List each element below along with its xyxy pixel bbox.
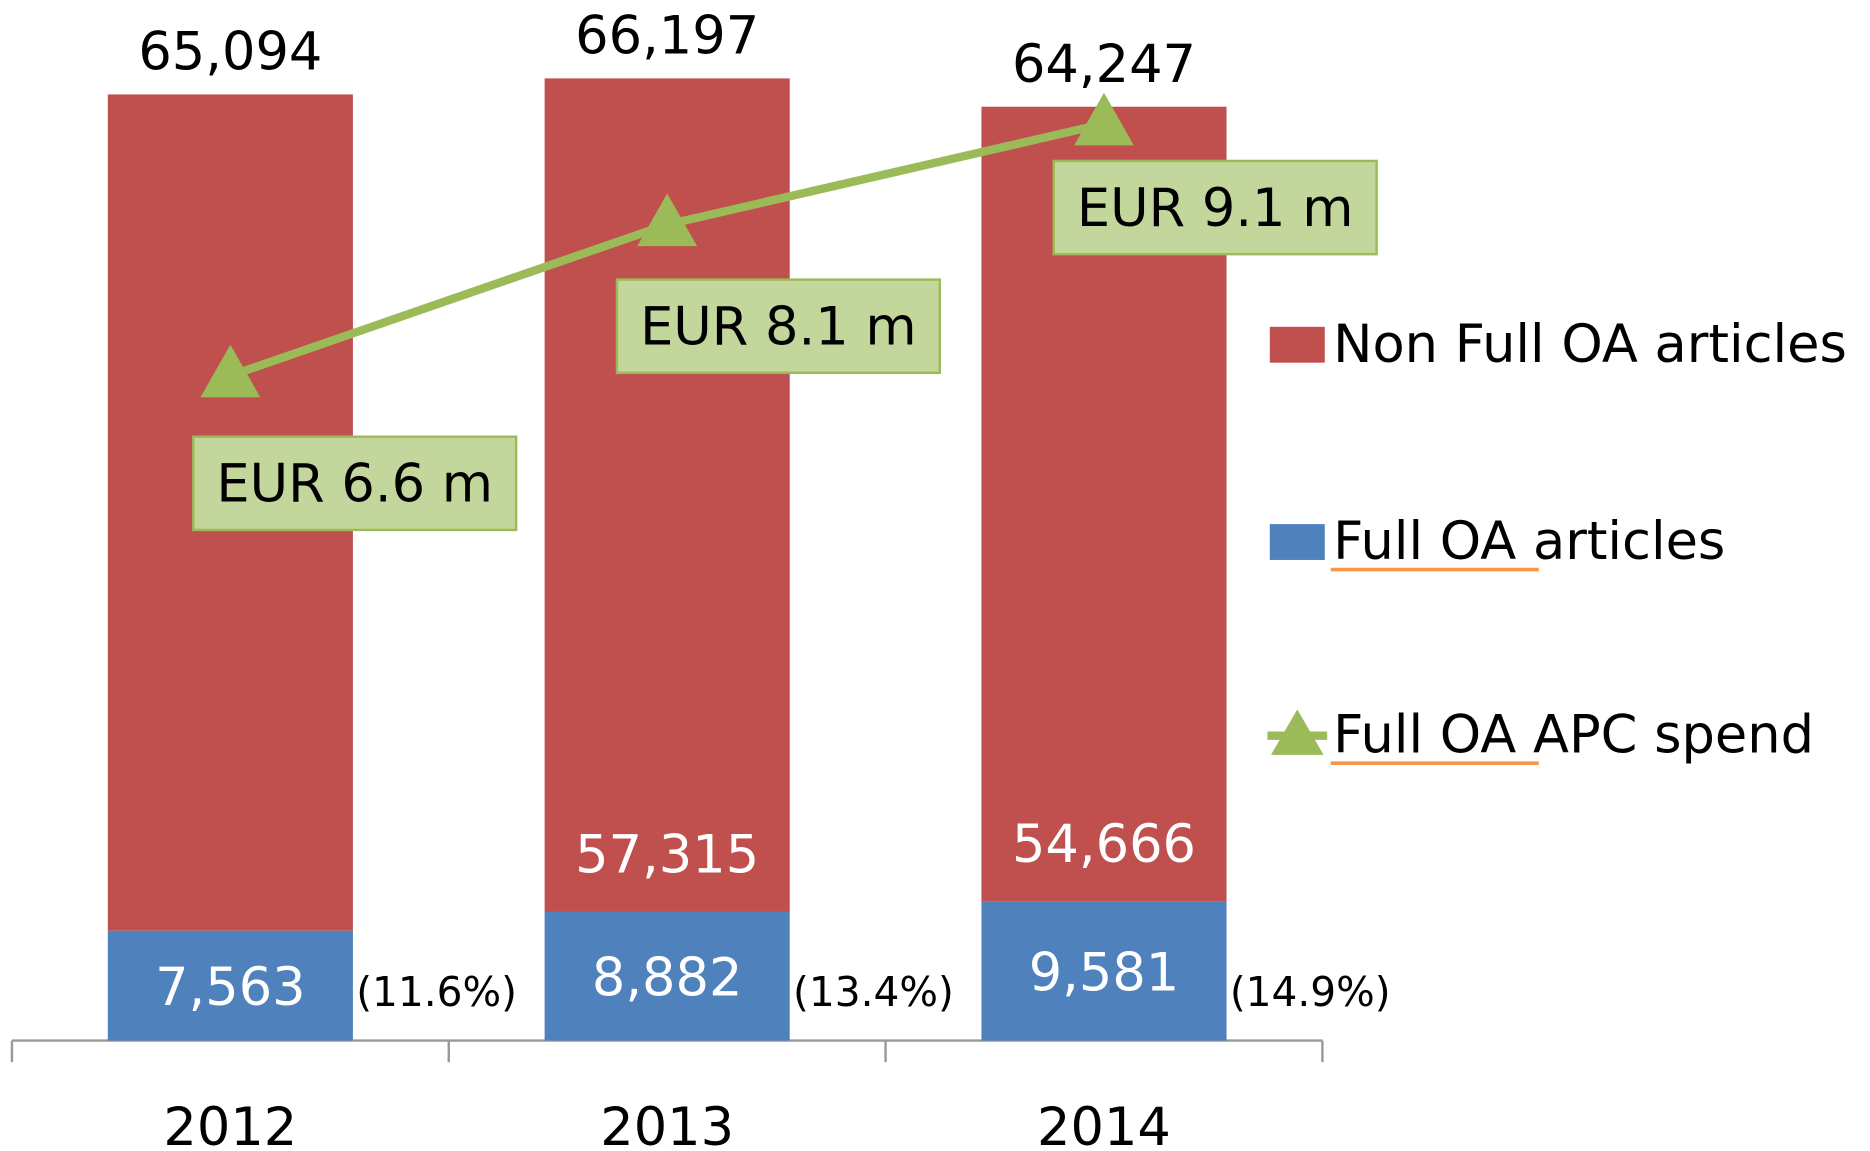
total-label: 64,247 — [1012, 34, 1196, 95]
data-label: EUR 8.1 m — [640, 296, 917, 357]
share-label: (14.9%) — [1230, 968, 1391, 1016]
data-label: 57,315 — [575, 824, 759, 885]
data-label-box — [1052, 159, 1378, 256]
data-label-box — [615, 278, 941, 375]
share-label: (11.6%) — [356, 968, 517, 1016]
marker — [637, 193, 698, 247]
legend-label: Full OA APC spend — [1333, 705, 1814, 766]
x-tick-label: 2014 — [1037, 1097, 1171, 1151]
bar-segment — [107, 930, 353, 1041]
data-label: 9,581 — [1029, 942, 1180, 1003]
total-label: 65,094 — [138, 22, 322, 83]
total-label: 66,197 — [575, 6, 759, 67]
bar-segment — [981, 901, 1227, 1041]
marker — [1074, 92, 1134, 146]
legend-marker — [1270, 709, 1324, 755]
legend-swatch — [1269, 326, 1325, 363]
bar-segment — [544, 911, 790, 1041]
marker — [200, 344, 261, 398]
data-label-box — [192, 435, 518, 532]
legend-label: Full OA articles — [1333, 511, 1725, 572]
data-label: EUR 6.6 m — [216, 454, 493, 515]
data-label: EUR 9.1 m — [1077, 178, 1354, 239]
legend-swatch — [1269, 524, 1325, 560]
data-label: 54,666 — [1012, 814, 1196, 875]
data-label: 7,563 — [155, 957, 306, 1018]
legend-label: Non Full OA articles — [1333, 314, 1847, 375]
data-label: 8,882 — [592, 947, 743, 1008]
share-label: (13.4%) — [793, 968, 954, 1016]
x-tick-label: 2012 — [163, 1097, 297, 1151]
x-tick-label: 2013 — [600, 1097, 734, 1151]
